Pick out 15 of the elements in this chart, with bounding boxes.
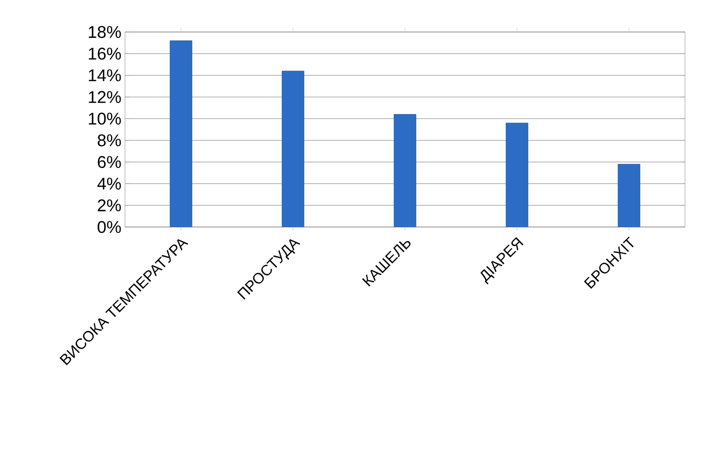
y-tick-label: 16%: [88, 48, 121, 60]
bar: [170, 40, 192, 227]
y-tick-label: 6%: [98, 156, 121, 168]
y-tick-label: 0%: [98, 221, 121, 233]
y-tick-label: 14%: [88, 69, 121, 82]
bar: [506, 122, 528, 227]
y-tick-label: 8%: [98, 134, 121, 146]
y-tick-label: 10%: [88, 112, 121, 125]
y-tick-label: 18%: [88, 26, 121, 38]
y-tick-label: 4%: [97, 178, 121, 190]
bar: [618, 164, 640, 227]
y-tick-label: 2%: [98, 199, 121, 212]
bar: [282, 70, 304, 227]
bar: [394, 114, 416, 227]
y-tick-label: 12%: [88, 91, 121, 103]
